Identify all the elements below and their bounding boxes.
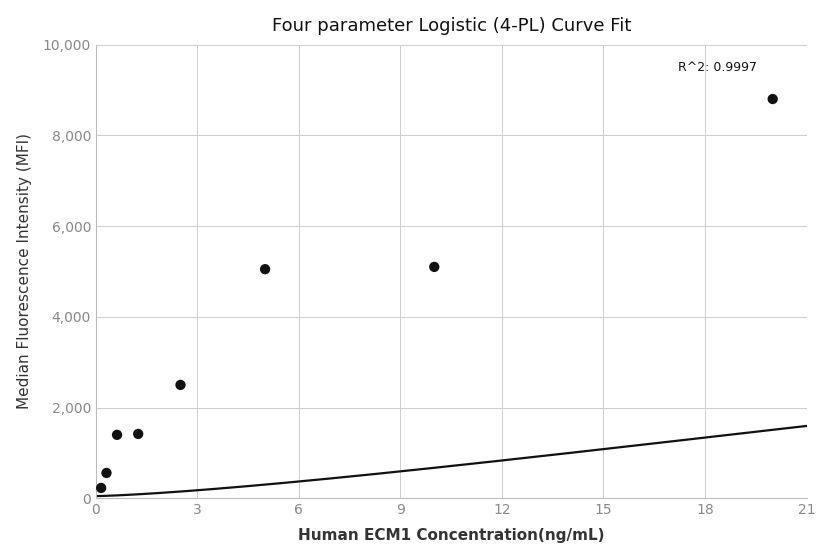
Point <box>766 95 780 104</box>
X-axis label: Human ECM1 Concentration(ng/mL): Human ECM1 Concentration(ng/mL) <box>298 528 605 543</box>
Point <box>131 430 145 438</box>
Point <box>95 483 108 492</box>
Point <box>111 430 124 439</box>
Title: Four parameter Logistic (4-PL) Curve Fit: Four parameter Logistic (4-PL) Curve Fit <box>271 17 631 35</box>
Point <box>174 380 187 389</box>
Point <box>428 263 441 272</box>
Point <box>100 469 113 478</box>
Point <box>259 265 272 274</box>
Y-axis label: Median Fluorescence Intensity (MFI): Median Fluorescence Intensity (MFI) <box>17 133 32 409</box>
Text: R^2: 0.9997: R^2: 0.9997 <box>678 61 757 74</box>
